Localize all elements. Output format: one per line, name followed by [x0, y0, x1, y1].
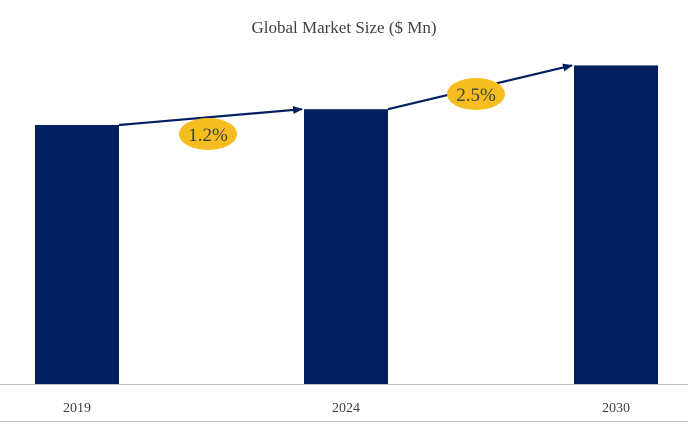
cagr-label: 1.2%: [188, 125, 228, 146]
x-tick-label: 2024: [332, 401, 360, 416]
bar-2019: [35, 125, 119, 384]
bar-2024: [304, 109, 388, 385]
cagr-badge: [447, 78, 505, 110]
x-tick-label: 2030: [602, 401, 630, 416]
growth-arrow: [118, 105, 303, 127]
cagr-label: 2.5%: [456, 85, 496, 106]
x-tick-label: 2019: [63, 401, 91, 416]
cagr-badge: [179, 118, 237, 150]
bar-2030: [574, 65, 658, 385]
chart-title: Global Market Size ($ Mn): [251, 18, 436, 37]
